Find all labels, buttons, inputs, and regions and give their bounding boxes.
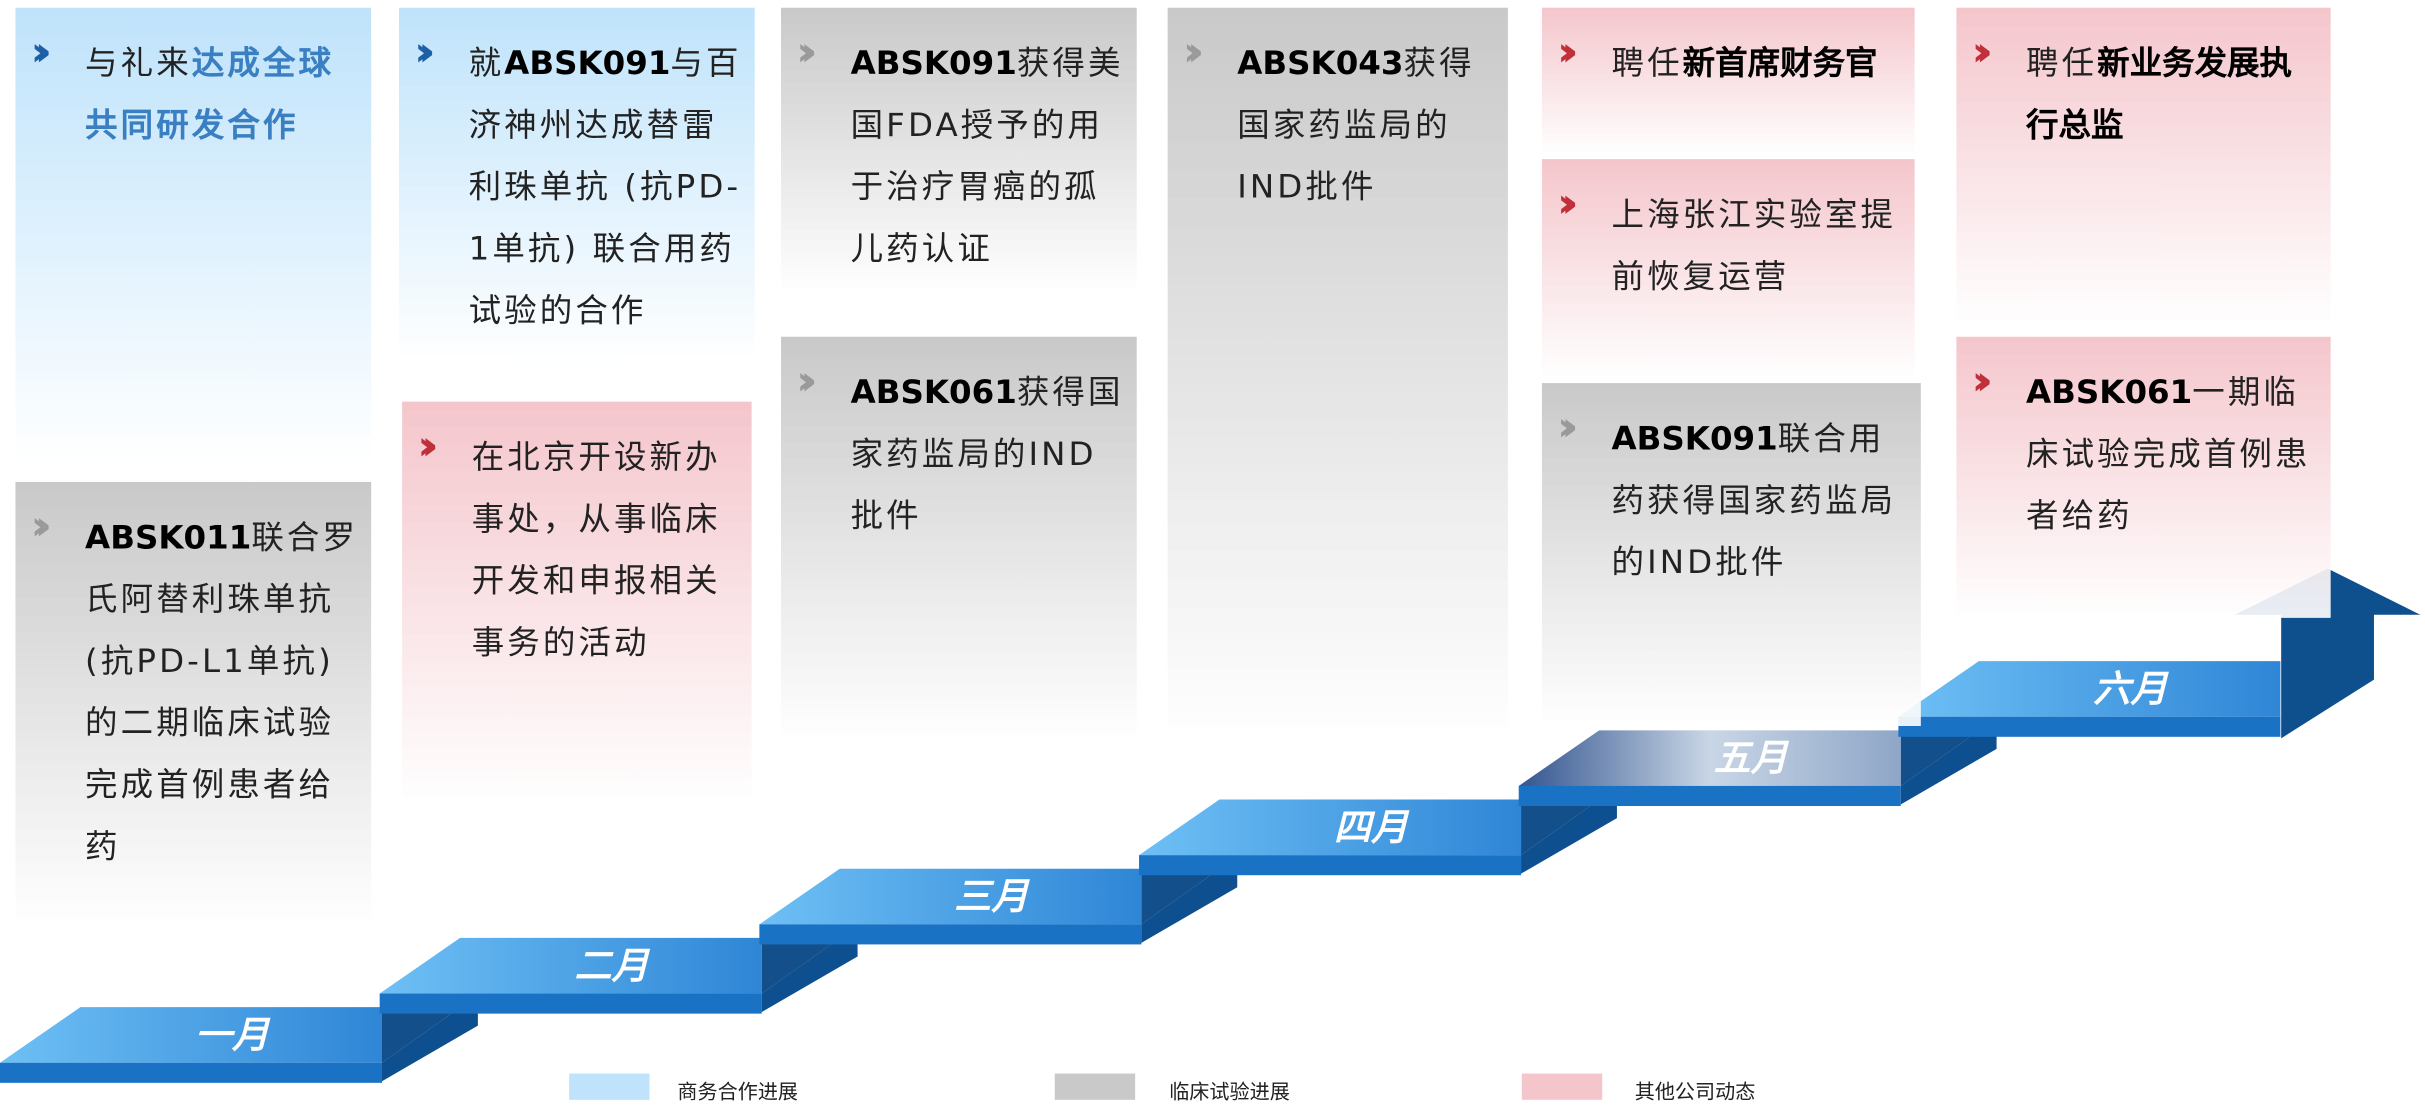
text-run: ABSK061 [2026, 374, 2192, 411]
chevron: ›› [796, 358, 804, 404]
text-run: ABSK043 [1237, 45, 1403, 82]
legend-label: 其他公司动态 [1635, 1075, 1756, 1104]
card-text: ABSK043获得国家药监局的IND批件 [1237, 32, 1498, 217]
text-run: 聘任 [2026, 45, 2097, 82]
step-top [380, 938, 762, 994]
card-text: 与礼来达成全球共同研发合作 [85, 32, 362, 156]
chevron: ›› [1557, 29, 1565, 75]
text-run: 在北京开设新办事处，从事临床开发和申报相关事务的活动 [472, 439, 721, 661]
chevron: ›› [1557, 405, 1565, 451]
chevron: ›› [1183, 29, 1191, 75]
step-top [0, 1007, 382, 1063]
month-label: 二月 [575, 943, 651, 987]
chevron: ›› [414, 29, 422, 75]
text-run: 上海张江实验室提前恢复运营 [1612, 196, 1897, 295]
month-label: 六月 [2093, 667, 2169, 711]
step-front [1898, 717, 2280, 737]
event-card: ›› 与礼来达成全球共同研发合作 [15, 8, 371, 464]
stage: 一月二月三月四月五月六月 ››与礼来达成全球共同研发合作››就ABSK091与百… [0, 0, 2425, 1106]
text-run: 与礼来 [85, 45, 192, 82]
event-card: ›› 聘任新业务发展执行总监 [1956, 8, 2330, 325]
step-front [1139, 855, 1521, 875]
card-text: 在北京开设新办事处，从事临床开发和申报相关事务的活动 [472, 426, 743, 673]
chevron: ›› [796, 29, 804, 75]
step-front [0, 1063, 382, 1083]
card-text: 就ABSK091与百济神州达成替雷利珠单抗 (抗PD-1单抗) 联合用药试验的合… [469, 32, 746, 341]
legend-label: 临床试验进展 [1169, 1075, 1290, 1104]
step-top [1139, 800, 1521, 856]
text-run: ABSK091 [1612, 420, 1778, 457]
text-run: 联合罗氏阿替利珠单抗 (抗PD-L1单抗) 的二期临床试验完成首例患者给药 [85, 519, 358, 865]
text-run: ABSK091 [504, 45, 670, 82]
card-text: ABSK061一期临床试验完成首例患者给药 [2026, 361, 2321, 546]
chevron: ›› [31, 29, 39, 75]
step-front [380, 994, 762, 1014]
legend-swatch [569, 1074, 649, 1100]
text-run: 聘任 [1612, 45, 1683, 82]
event-card: ›› ABSK091获得美国FDA授予的用于治疗胃癌的孤儿药认证 [781, 8, 1137, 294]
step-top [1898, 661, 2280, 717]
chevron: ›› [418, 423, 426, 469]
step-front [1519, 786, 1901, 806]
card-text: 聘任新业务发展执行总监 [2026, 32, 2321, 156]
legend-swatch [1055, 1074, 1135, 1100]
card-text: 上海张江实验室提前恢复运营 [1612, 184, 1906, 308]
event-card: ›› 聘任新首席财务官 [1542, 8, 1915, 155]
card-text: ABSK091获得美国FDA授予的用于治疗胃癌的孤儿药认证 [851, 32, 1128, 279]
text-run: 与百济神州达成替雷利珠单抗 (抗PD-1单抗) 联合用药试验的合作 [469, 45, 742, 329]
page: 一月二月三月四月五月六月 ››与礼来达成全球共同研发合作››就ABSK091与百… [0, 0, 2425, 1106]
step-top [759, 869, 1141, 925]
step-top [1519, 730, 1901, 786]
month-label: 五月 [1714, 736, 1790, 780]
month-label: 四月 [1334, 805, 1410, 849]
legend-label: 商务合作进展 [677, 1075, 798, 1104]
text-run: 新首席财务官 [1683, 45, 1878, 82]
chevron: ›› [1972, 29, 1980, 75]
event-card: ›› ABSK043获得国家药监局的IND批件 [1168, 8, 1508, 742]
month-label: 三月 [954, 874, 1030, 918]
chevron: ›› [1972, 358, 1980, 404]
card-text: ABSK091联合用药获得国家药监局的IND批件 [1612, 408, 1912, 593]
event-card: ›› ABSK011联合罗氏阿替利珠单抗 (抗PD-L1单抗) 的二期临床试验完成… [15, 482, 371, 927]
card-text: ABSK061获得国家药监局的IND批件 [851, 361, 1128, 546]
text-run: ABSK091 [851, 45, 1017, 82]
legend-swatch [1522, 1074, 1602, 1100]
chevron: ›› [1557, 181, 1565, 227]
month-label: 一月 [195, 1013, 271, 1057]
event-card: ›› 上海张江实验室提前恢复运营 [1542, 159, 1915, 378]
step-front [759, 924, 1141, 944]
text-run: ABSK011 [85, 519, 251, 556]
event-card: ›› ABSK091联合用药获得国家药监局的IND批件 [1542, 383, 1921, 726]
event-card: ›› ABSK061一期临床试验完成首例患者给药 [1956, 337, 2330, 618]
text-run: 就 [469, 45, 505, 82]
chevron: ›› [31, 504, 39, 550]
card-text: 聘任新首席财务官 [1612, 32, 1906, 94]
event-card: ›› ABSK061获得国家药监局的IND批件 [781, 337, 1137, 742]
event-card: ›› 在北京开设新办事处，从事临床开发和申报相关事务的活动 [402, 402, 752, 804]
text-run: ABSK061 [851, 374, 1017, 411]
card-text: ABSK011联合罗氏阿替利珠单抗 (抗PD-L1单抗) 的二期临床试验完成首例… [85, 507, 362, 878]
event-card: ›› 就ABSK091与百济神州达成替雷利珠单抗 (抗PD-1单抗) 联合用药试验… [399, 8, 755, 363]
